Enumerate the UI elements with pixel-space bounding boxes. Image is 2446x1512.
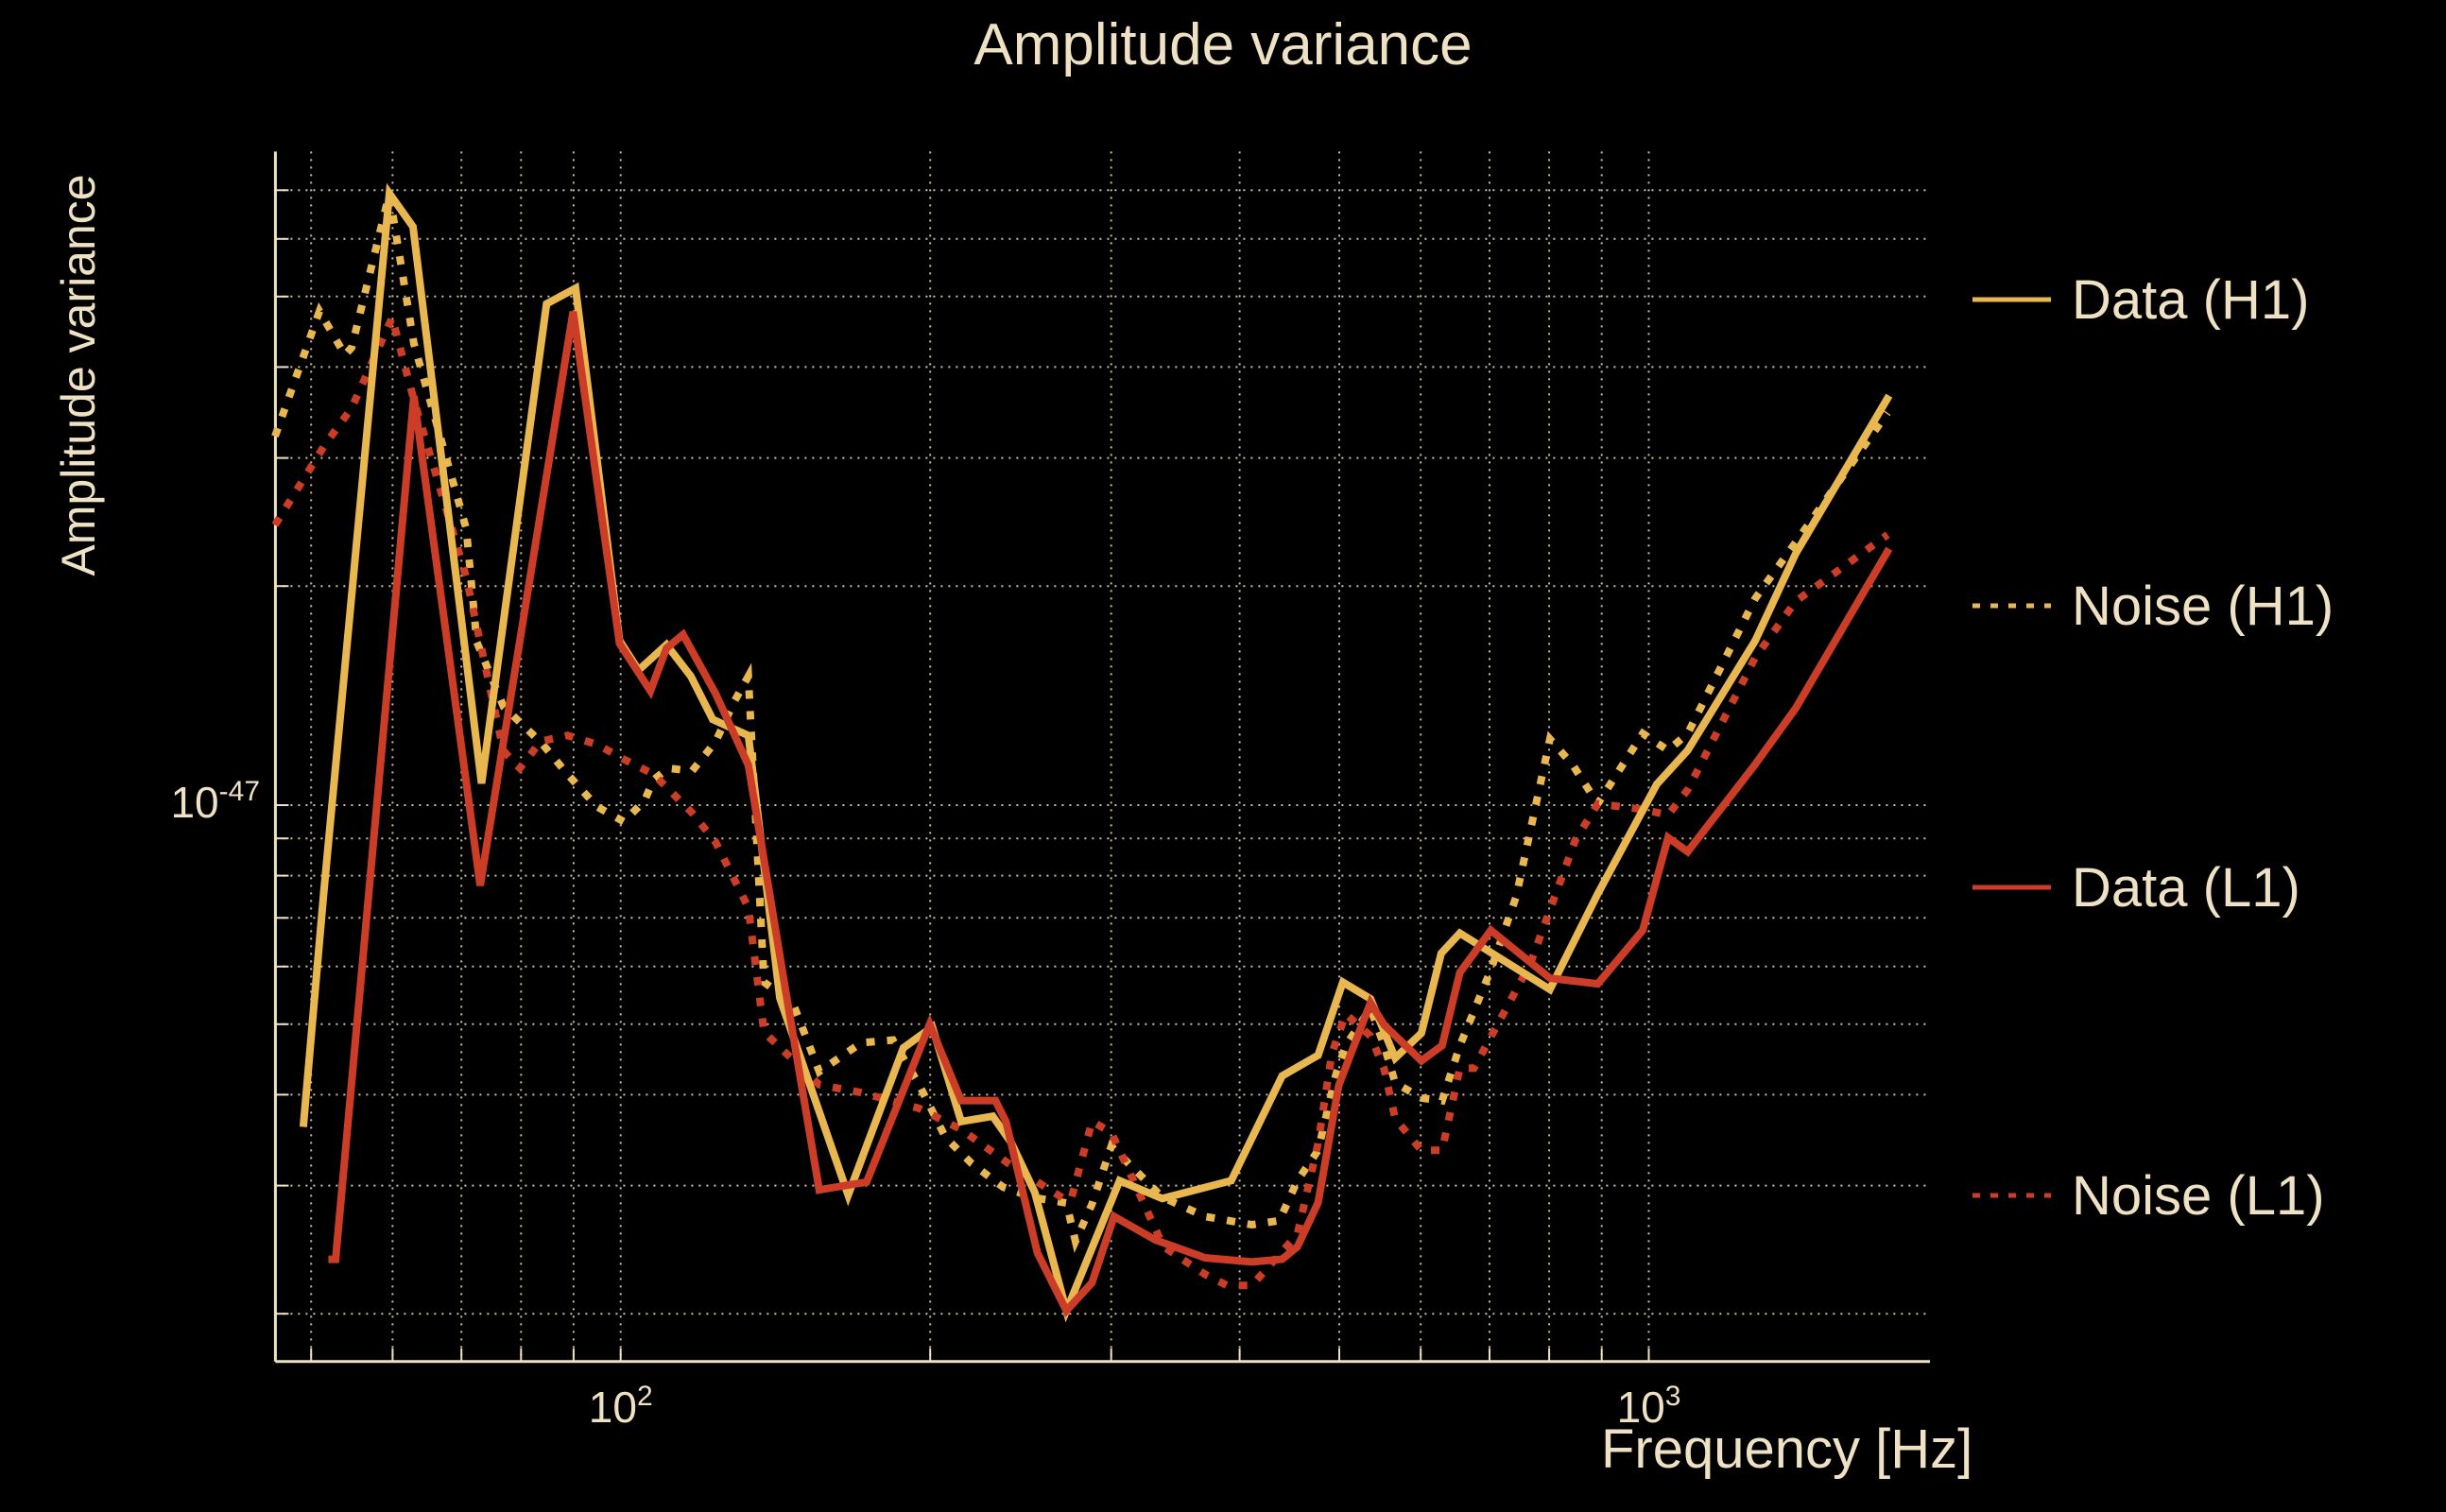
svg-text:102: 102 xyxy=(589,1381,653,1432)
svg-text:Noise (L1): Noise (L1) xyxy=(2072,1165,2325,1227)
svg-text:Noise (H1): Noise (H1) xyxy=(2072,576,2334,637)
svg-text:Data (L1): Data (L1) xyxy=(2072,857,2300,919)
svg-text:Data (H1): Data (H1) xyxy=(2072,269,2309,331)
svg-text:10-47: 10-47 xyxy=(170,776,260,827)
svg-text:Frequency [Hz]: Frequency [Hz] xyxy=(1601,1418,1972,1480)
svg-text:Amplitude variance: Amplitude variance xyxy=(52,174,105,576)
